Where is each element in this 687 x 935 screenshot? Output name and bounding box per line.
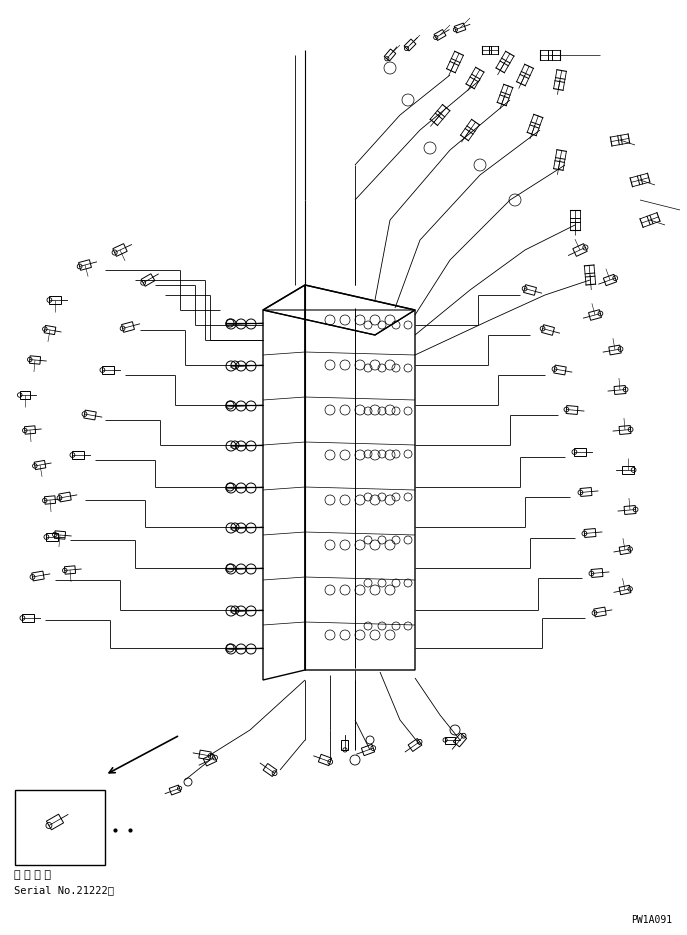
Text: PW1A091: PW1A091 <box>631 915 672 925</box>
Bar <box>15 790 105 865</box>
Text: 適 用 号 機: 適 用 号 機 <box>14 870 51 880</box>
Text: Serial No.21222～: Serial No.21222～ <box>14 885 114 895</box>
